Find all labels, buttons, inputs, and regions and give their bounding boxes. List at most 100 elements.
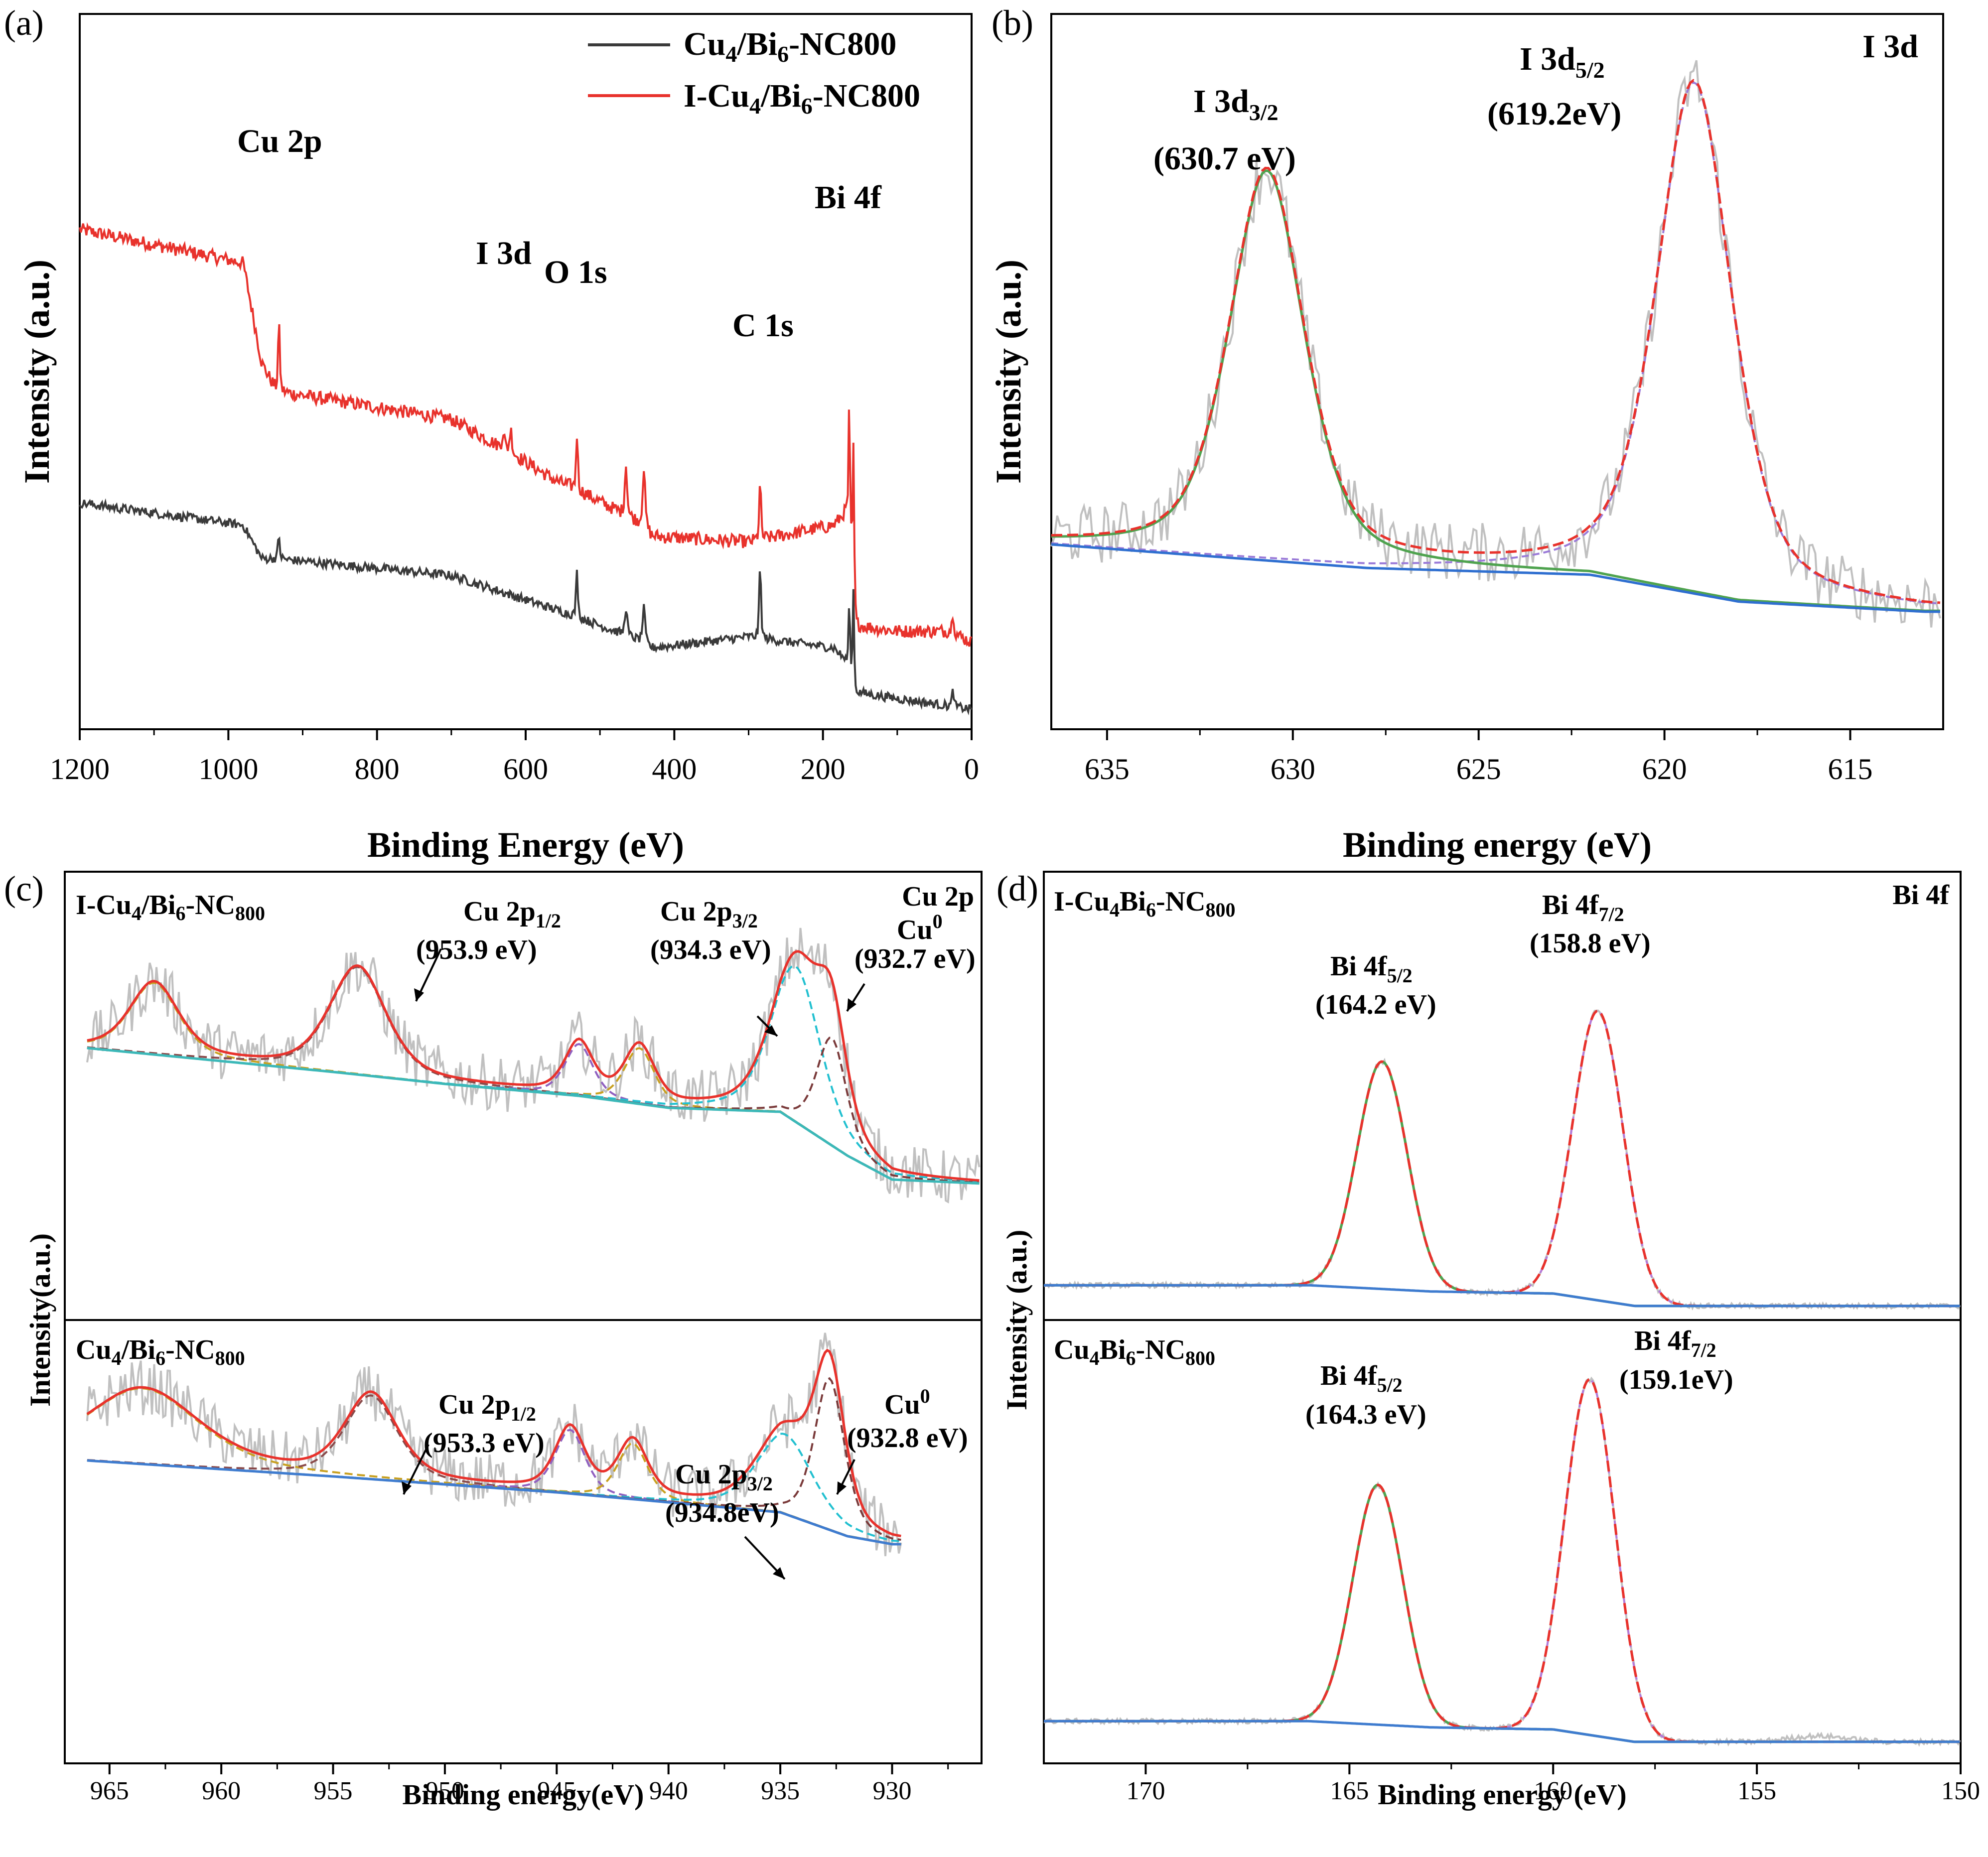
panel-a: (a) 1200 1000 800 600 400 200 0 Cu4/Bi6-NC800 … [4,3,979,865]
x-tick-label: 1000 [198,753,258,786]
i3d-fit-envelope [1051,79,1941,604]
x-tick-label: 400 [652,753,697,786]
annotation-c-bot-cu0-value: (932.8 eV) [847,1423,968,1454]
annotation-c-bot-cu2p32-value: (934.8eV) [665,1497,779,1528]
annotation-c-top-cu0-value: (932.7 eV) [854,943,976,974]
x-tick-label: 155 [1737,1777,1776,1805]
x-tick-label: 170 [1126,1777,1165,1805]
annotation-c-top-cu2p32: Cu 2p3/2 [660,896,758,932]
bi4f-raw-data [1043,1009,1961,1311]
annotation-c-top-cu2p12: Cu 2p1/2 [463,896,561,932]
x-tick-label: 200 [801,753,846,786]
panel-d-frame [1043,871,1962,1764]
x-tick-label: 1200 [50,753,110,786]
cu2p-fit-envelope [86,1348,901,1538]
panel-label-d: (d) [996,869,1038,909]
annotation-d-bot-bi4f52-value: (164.3 eV) [1305,1399,1426,1430]
bi4f72-component [1044,1378,1960,1743]
panel-b-frame [1050,13,1944,730]
panel-c-arrowheads [402,988,856,1579]
x-tick-label: 625 [1456,753,1501,786]
survey-spectrum-pristine [79,498,973,716]
x-tick-label: 0 [964,753,979,786]
x-axis-label-b: Binding energy (eV) [1343,825,1652,865]
x-tick-label: 600 [503,753,548,786]
panel-label-c: (c) [4,869,44,909]
sample-label-c-top: I-Cu4/Bi6-NC800 [76,890,265,925]
cu2p-raw-data [86,928,981,1204]
bi4f-background [1044,1720,1960,1743]
x-tick-label: 160 [1534,1777,1572,1805]
sample-label-d-top: I-Cu4Bi6-NC800 [1054,886,1235,921]
panel-a-frame [79,13,973,730]
panel-label-b: (b) [992,3,1033,43]
annotation-d-bot-bi4f72: Bi 4f7/2 [1634,1326,1716,1361]
x-tick-label: 935 [761,1777,800,1805]
i3d-raw-data [1050,60,1941,628]
cu2p-fit-envelope [87,950,980,1182]
y-axis-label-d: Intensity (a.u.) [1000,1230,1033,1411]
panel-d-title: Bi 4f [1892,880,1950,911]
survey-spectrum-iodine [79,222,973,647]
panel-label-a: (a) [4,3,44,43]
x-tick-label: 950 [426,1777,464,1805]
cu2p-component [86,1387,901,1545]
annotation-c1s: C 1s [732,307,794,344]
cu2p-background [87,1047,980,1185]
annotation-d-bot-bi4f72-value: (159.1eV) [1619,1364,1733,1395]
annotation-d-bot-bi4f52: Bi 4f5/2 [1320,1360,1403,1396]
annotation-d-top-bi4f72-value: (158.8 eV) [1530,928,1651,959]
bi4f-fit-envelope [1044,1378,1960,1743]
bi4f52-component [1044,1483,1960,1743]
annotation-c-bot-cu2p12: Cu 2p1/2 [438,1389,536,1425]
x-tick-label: 955 [314,1777,353,1805]
annotation-c-top-cu2p12-value: (953.9 eV) [416,934,537,965]
bi4f-background [1044,1284,1960,1308]
annotation-cu2p: Cu 2p [237,123,322,159]
bi4f52-component [1044,1060,1960,1308]
x-axis-label-d: Binding energy (eV) [1378,1778,1626,1811]
x-tick-label: 960 [202,1777,241,1805]
annotation-c-bot-cu2p12-value: (953.3 eV) [424,1428,545,1459]
bi4f-raw-data [1043,1376,1961,1747]
annotation-i3d52: I 3d5/2 [1520,41,1605,83]
panel-c-title: Cu 2p [902,881,974,912]
x-tick-label: 800 [355,753,400,786]
annotation-c-bot-cu2p32: Cu 2p3/2 [675,1459,773,1495]
x-tick-label: 615 [1828,753,1873,786]
sample-label-d-bottom: Cu4Bi6-NC800 [1054,1334,1215,1369]
x-tick-label: 150 [1941,1777,1980,1805]
x-tick-label: 965 [90,1777,129,1805]
panel-b-title: I 3d [1862,28,1918,65]
y-axis-label-c: Intensity(a.u.) [24,1233,56,1407]
x-tick-label: 635 [1085,753,1130,786]
sample-label-c-bottom: Cu4/Bi6-NC800 [76,1334,245,1369]
annotation-i3d32: I 3d3/2 [1193,83,1278,125]
annotation-d-top-bi4f52-value: (164.2 eV) [1315,989,1436,1020]
x-tick-label: 165 [1330,1777,1369,1805]
x-tick-label: 945 [537,1777,576,1805]
annotation-c-bot-cu0: Cu0 [884,1385,930,1420]
cu2p-background [87,1459,901,1546]
x-tick-label: 630 [1271,753,1315,786]
y-axis-label-a: Intensity (a.u.) [17,260,57,484]
panel-c: (c) 965 960 955 950 945 940 935 930 Cu 2p I-Cu4… [4,869,983,1811]
panel-d: (d) 170 165 160 155 150 Bi 4f I-Cu4Bi6-NC800… [996,869,1980,1811]
annotation-o1s: O 1s [544,254,607,290]
bi4f-fit-envelope [1044,1009,1960,1308]
y-axis-label-b: Intensity (a.u.) [989,260,1028,484]
cu2p-component [87,1377,901,1541]
x-axis-label-a: Binding Energy (eV) [367,825,684,865]
x-axis-label-c: Binding energy(eV) [403,1778,644,1811]
annotation-i3d: I 3d [476,235,532,271]
cu2p-component [87,1433,901,1542]
annotation-i3d32-value: (630.7 eV) [1153,140,1296,177]
legend-label-black: Cu4/Bi6-NC800 [684,26,896,67]
i3d-background [1051,543,1940,613]
x-tick-label: 620 [1642,753,1687,786]
annotation-c-top-cu0: Cu0 [897,910,943,945]
panel-b: (b) 635 630 625 620 615 I 3d I 3d3/2 (630.7 … [989,3,1944,865]
annotation-bi4f: Bi 4f [815,179,882,216]
annotation-i3d52-value: (619.2eV) [1487,96,1621,132]
